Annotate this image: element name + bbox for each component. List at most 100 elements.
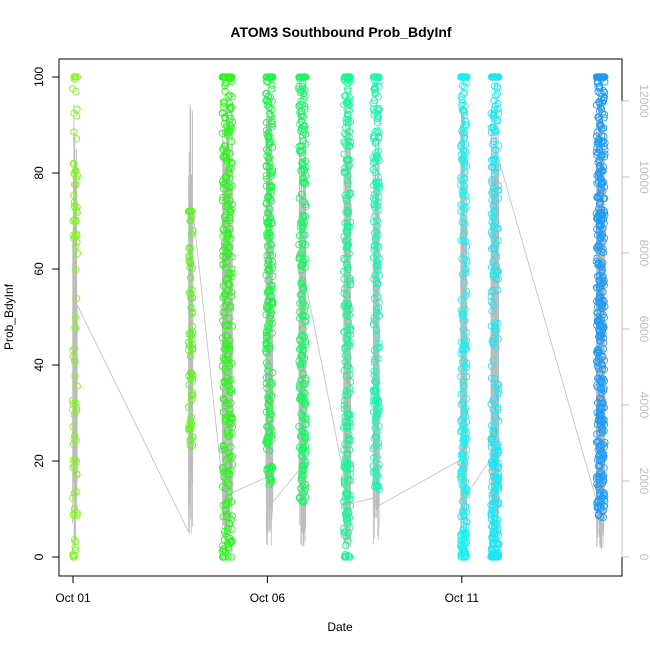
data-point — [224, 467, 232, 475]
data-point — [73, 232, 81, 240]
data-point — [457, 150, 466, 158]
data-point — [188, 396, 196, 404]
data-point — [298, 427, 306, 435]
data-point — [373, 433, 381, 441]
data-point — [461, 73, 470, 81]
data-point — [490, 244, 499, 253]
data-point — [222, 263, 230, 272]
data-point — [594, 504, 602, 512]
data-point — [460, 83, 468, 91]
data-point — [343, 110, 351, 119]
data-point — [187, 368, 195, 376]
data-point — [299, 397, 307, 405]
data-point — [494, 449, 503, 457]
data-point — [458, 481, 466, 489]
data-point — [345, 306, 353, 315]
data-point — [224, 359, 232, 367]
data-point — [372, 305, 380, 313]
data-point — [594, 88, 602, 96]
data-point — [220, 99, 228, 107]
data-point — [594, 170, 602, 178]
data-point — [462, 508, 471, 516]
data-point — [71, 432, 79, 440]
series-5 — [295, 73, 310, 507]
data-point — [460, 279, 468, 287]
data-point — [369, 158, 378, 167]
data-point — [188, 345, 197, 353]
data-point — [219, 542, 227, 550]
data-point — [343, 219, 351, 227]
data-point — [228, 423, 237, 431]
data-point — [594, 261, 602, 269]
data-point — [262, 408, 271, 416]
data-point — [296, 299, 304, 307]
data-point — [188, 441, 197, 449]
data-point — [186, 441, 194, 449]
data-point — [225, 216, 234, 225]
data-point — [596, 120, 605, 129]
data-point — [224, 356, 232, 364]
data-point — [458, 497, 467, 506]
data-point — [297, 117, 305, 125]
data-point — [187, 290, 195, 298]
data-point — [596, 513, 605, 521]
data-point — [375, 312, 383, 320]
series-4 — [262, 73, 277, 489]
data-point — [597, 473, 606, 481]
data-point — [341, 455, 350, 463]
data-point — [490, 82, 499, 90]
data-point — [373, 188, 381, 196]
data-point — [188, 391, 197, 399]
data-point — [71, 543, 79, 551]
data-point — [341, 139, 350, 147]
data-point — [595, 99, 603, 107]
y2-tick-label: 2000 — [637, 468, 650, 495]
data-point — [222, 203, 230, 211]
data-point — [344, 172, 352, 180]
data-point — [297, 127, 305, 135]
data-point — [375, 407, 383, 415]
data-point — [600, 114, 608, 122]
data-point — [340, 397, 349, 405]
data-point — [227, 414, 235, 423]
data-point — [597, 442, 605, 451]
data-point — [345, 161, 353, 169]
data-point — [375, 243, 383, 252]
data-point — [297, 476, 305, 484]
data-point — [226, 538, 234, 546]
data-point — [492, 475, 501, 483]
y-axis-title: Prob_BdyInf — [2, 283, 16, 350]
data-point — [73, 511, 81, 520]
data-point — [262, 162, 270, 170]
data-point — [370, 85, 378, 93]
data-point — [487, 551, 496, 559]
y-tick-label: 40 — [32, 358, 46, 372]
data-point — [342, 460, 351, 468]
data-point — [342, 372, 350, 380]
data-point — [224, 322, 232, 330]
data-point — [346, 435, 354, 444]
data-point — [298, 392, 306, 400]
data-point — [458, 81, 467, 90]
series-3 — [218, 73, 237, 561]
data-point — [187, 230, 196, 238]
data-point — [188, 294, 197, 302]
data-point — [600, 356, 609, 364]
data-point — [373, 405, 382, 413]
data-point — [489, 155, 498, 163]
data-point — [69, 440, 78, 449]
data-point — [224, 92, 232, 100]
data-point — [269, 272, 277, 280]
data-point — [301, 484, 309, 492]
data-point — [302, 255, 310, 263]
data-point — [300, 388, 308, 397]
data-point — [457, 476, 465, 484]
data-point — [345, 385, 354, 393]
data-point — [370, 355, 379, 364]
series-10 — [592, 73, 609, 521]
data-point — [494, 181, 503, 190]
data-point — [594, 374, 602, 382]
data-point — [343, 261, 351, 269]
data-point — [375, 128, 383, 136]
